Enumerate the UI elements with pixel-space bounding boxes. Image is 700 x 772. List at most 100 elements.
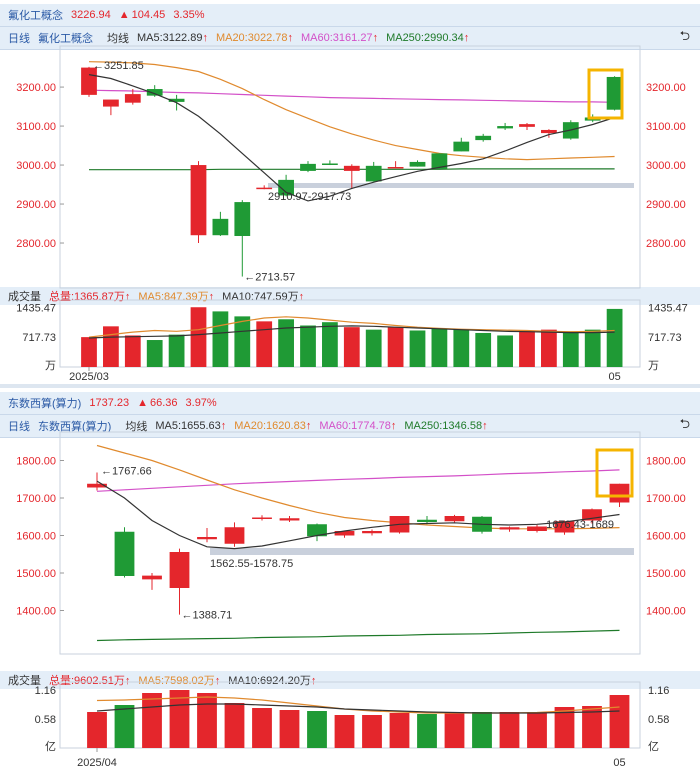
chart-canvas-fluorochemical[interactable]: 3200.00 3200.00 3100.00 3100.00 3000.00 3000.… xyxy=(0,0,700,384)
index-name[interactable]: 东数西算(算力) xyxy=(8,398,82,410)
ma20-line xyxy=(88,61,615,161)
volume-label: 成交量 xyxy=(8,675,41,687)
gap-band xyxy=(268,183,634,188)
candle-body xyxy=(142,575,162,580)
candle-body xyxy=(322,163,338,165)
period-selector[interactable]: 日线 xyxy=(8,421,30,433)
candle-body xyxy=(212,218,229,236)
volume-bar xyxy=(444,713,465,748)
change-value: 104.45 xyxy=(131,9,166,21)
volume-ma10-line xyxy=(96,703,620,714)
change-percent: 3.35% xyxy=(173,9,205,21)
candle-body xyxy=(444,516,465,522)
y-tick-left: 1500.00 xyxy=(16,568,56,580)
volume-header: 成交量 总量:9602.51万↑ MA5:7598.02万↑ MA10:6924… xyxy=(0,671,700,689)
volume-bar xyxy=(387,327,404,367)
ma-selector[interactable]: 均线 xyxy=(107,33,129,45)
candle-body xyxy=(527,526,547,531)
candle-body xyxy=(190,165,207,236)
chart-east-data-west-compute: 东数西算(算力) 1737.23 ▲ 66.36 3.97% 日线 东数西算(算… xyxy=(0,388,700,772)
y-tick-left: 1700.00 xyxy=(16,493,56,505)
candle-body xyxy=(609,483,630,503)
volume-bar xyxy=(124,335,141,367)
candle-body xyxy=(103,99,119,107)
ma20-value: MA20:1620.83↑ xyxy=(234,420,312,432)
y-tick-left: 3100.00 xyxy=(16,121,56,133)
volume-bar xyxy=(81,337,97,367)
volume-bar xyxy=(190,307,207,367)
y-tick-right: 2800.00 xyxy=(646,238,686,250)
gap-annotation: 2910.97-2917.73 xyxy=(268,191,351,203)
volume-bar xyxy=(499,712,520,748)
candle-body xyxy=(409,161,426,167)
volume-bar xyxy=(234,316,251,367)
candle-body xyxy=(343,165,360,171)
volume-bar xyxy=(362,715,382,748)
back-icon[interactable]: ⮌ xyxy=(679,28,690,43)
y-tick-right: 2900.00 xyxy=(646,199,686,211)
volume-bar xyxy=(343,327,360,367)
candle-body xyxy=(197,537,217,540)
gap-annotation: 1562.55-1578.75 xyxy=(210,558,293,570)
volume-bar xyxy=(527,712,547,748)
candle-body xyxy=(554,521,575,533)
y-tick-right: 1600.00 xyxy=(646,531,686,543)
candle-body xyxy=(387,167,404,169)
y-tick-right: 1400.00 xyxy=(646,606,686,618)
volume-bar xyxy=(519,330,535,367)
index-name-secondary: 氟化工概念 xyxy=(38,33,93,45)
volume-unit-right: 亿 xyxy=(648,740,659,753)
chart-canvas-east-data-west-compute[interactable]: 1800.00 1800.00 1700.00 1700.00 1600.00 1600.… xyxy=(0,388,700,772)
volume-bar xyxy=(252,708,272,748)
candle-body xyxy=(124,94,141,103)
ma250-line xyxy=(96,629,620,642)
candle-body xyxy=(252,517,272,519)
candle-body xyxy=(417,519,437,522)
volume-bar xyxy=(389,713,410,748)
y-tick-left: 2900.00 xyxy=(16,199,56,211)
period-selector[interactable]: 日线 xyxy=(8,33,30,45)
candle-body xyxy=(475,135,492,141)
volume-bar xyxy=(300,325,316,367)
candle-body xyxy=(300,163,316,171)
y-tick-right: 1700.00 xyxy=(646,493,686,505)
change-percent: 3.97% xyxy=(185,397,217,409)
last-price: 1737.23 xyxy=(89,397,130,409)
ma250-value: MA250:2990.34↑ xyxy=(386,32,470,44)
back-icon[interactable]: ⮌ xyxy=(679,416,690,431)
ma60-value: MA60:1774.78↑ xyxy=(319,420,397,432)
volume-ma5-line xyxy=(88,316,615,338)
volume-bar xyxy=(606,308,623,367)
index-name[interactable]: 氟化工概念 xyxy=(8,10,63,22)
volume-label: 成交量 xyxy=(8,291,41,303)
volume-unit-left: 亿 xyxy=(45,740,56,753)
volume-tick-right: 0.58 xyxy=(648,714,669,726)
price-plot-frame xyxy=(59,431,641,655)
price-plot-frame xyxy=(59,45,641,289)
volume-tick-left: 1.16 xyxy=(35,685,56,697)
candle-body xyxy=(334,531,355,536)
date-start-label: 2025/04 xyxy=(77,757,117,769)
y-tick-right: 1500.00 xyxy=(646,568,686,580)
volume-bar xyxy=(584,329,601,367)
candle-body xyxy=(279,518,300,521)
quote-header: 氟化工概念 3226.94 ▲ 104.45 3.35% xyxy=(0,4,700,27)
candle-body xyxy=(168,98,185,102)
ma60-value: MA60:3161.27↑ xyxy=(301,32,379,44)
ma5-value: MA5:3122.89↑ xyxy=(137,32,208,44)
up-arrow-icon: ▲ xyxy=(137,397,148,409)
candle-body xyxy=(499,527,520,530)
volume-unit-right: 万 xyxy=(648,360,659,372)
candle-body xyxy=(453,141,470,152)
candle-body xyxy=(146,89,163,96)
volume-bar xyxy=(497,335,513,367)
volume-bar xyxy=(609,695,630,748)
ma-selector[interactable]: 均线 xyxy=(125,421,148,433)
volume-total: 总量:9602.51万↑ xyxy=(49,675,131,687)
volume-bar xyxy=(168,334,185,367)
volume-bar xyxy=(417,714,437,748)
volume-bar xyxy=(472,712,492,748)
volume-tick-left: 0.58 xyxy=(35,714,56,726)
candle-body xyxy=(362,531,382,534)
